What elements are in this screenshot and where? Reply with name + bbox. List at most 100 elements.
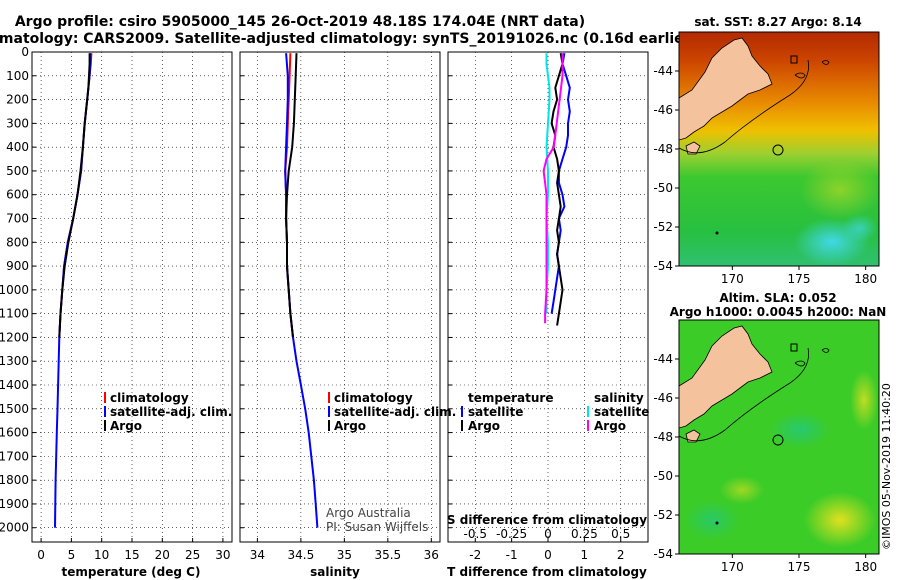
map-y-tick-label: -48	[653, 430, 673, 444]
x-tick-label: 25	[185, 548, 200, 562]
map-y-tick-label: -52	[653, 220, 673, 234]
land-new-zealand	[679, 325, 773, 429]
series-line-argo	[58, 53, 91, 338]
y-tick-label: 1200	[0, 330, 29, 344]
map-y-tick-label: -50	[653, 469, 673, 483]
y-tick-label: 1800	[0, 473, 29, 487]
x-tick-label: -2	[469, 548, 481, 562]
legend-swatch-t-argo	[461, 420, 463, 431]
legend-label-s-satellite: satellite	[594, 405, 649, 419]
sla-map-subtitle: Argo h1000: 0.0045 h2000: NaN	[670, 305, 887, 319]
x-tick-label: 30	[215, 548, 230, 562]
x-tick-label: 35	[337, 548, 352, 562]
y-tick-label: 1700	[0, 449, 29, 463]
legend-label-s-argo: Argo	[594, 419, 626, 433]
y-tick-label: 1500	[0, 402, 29, 416]
legend-swatch-climatology	[104, 392, 106, 403]
imos-timestamp: ©IMOS 05-Nov-2019 11:40:20	[880, 383, 893, 550]
x2-tick-label: 0	[544, 527, 552, 541]
argo-position-marker	[772, 434, 784, 446]
y-tick-label: 1900	[0, 497, 29, 511]
y-tick-label: 300	[6, 116, 29, 130]
sla-map	[679, 320, 879, 554]
map-x-tick-label: 170	[721, 272, 744, 286]
sla-high-patch	[804, 492, 876, 548]
credit-line2: PI: Susan Wijffels	[326, 520, 428, 534]
sst-map	[679, 32, 879, 266]
x-tick-label: 1	[581, 548, 589, 562]
legend-swatch-s-satellite	[587, 406, 589, 417]
series-line-t-argo	[550, 53, 564, 326]
legend-swatch-t-satellite	[461, 406, 463, 417]
x-tick-label: 36	[424, 548, 439, 562]
legend-label-argo: Argo	[334, 419, 366, 433]
map-y-tick-label: -44	[653, 352, 673, 366]
series-line-argo	[285, 53, 298, 338]
difference-plot: -2 -1 0 1 2 -0.5 -0.25 0 0.25 0.5	[448, 51, 648, 562]
x-tick-label: 20	[155, 548, 170, 562]
difference-legend: temperature satellite Argo salinity sate…	[461, 391, 649, 433]
y-tick-label: 0	[21, 45, 29, 59]
bathymetry-contour	[679, 59, 830, 154]
map-y-tick-label: -48	[653, 142, 673, 156]
legend-title-salinity: salinity	[594, 391, 644, 405]
map-x-tick-label: 170	[721, 560, 744, 574]
map-x-tick-label: 175	[788, 272, 811, 286]
x-tick-label: 15	[124, 548, 139, 562]
legend-swatch-argo	[328, 420, 330, 431]
x2-tick-label: 0.5	[611, 527, 630, 541]
map-y-tick-label: -46	[653, 391, 673, 405]
sst-map-title: sat. SST: 8.27 Argo: 8.14	[694, 15, 861, 29]
x-tick-label: 34	[250, 548, 265, 562]
legend-label-climatology: climatology	[110, 391, 189, 405]
x-tick-label: 0	[37, 548, 45, 562]
legend-swatch-satellite	[328, 406, 330, 417]
salinity-panel-frame	[239, 51, 441, 543]
legend-label-t-argo: Argo	[468, 419, 500, 433]
map-x-tick-label: 180	[854, 560, 877, 574]
y-tick-label: 400	[6, 140, 29, 154]
map-x-tick-label: 175	[788, 560, 811, 574]
y-tick-label: 100	[6, 69, 29, 83]
salinity-plot: 34 34.5 35 35.5 36	[240, 51, 440, 562]
y-tick-label: 1100	[0, 307, 29, 321]
legend-swatch-s-argo	[587, 420, 589, 431]
land-stewart-island	[685, 141, 701, 155]
series-line-s-argo	[542, 53, 564, 324]
map-x-tick-label: 180	[854, 272, 877, 286]
sla-low-patch	[770, 412, 830, 448]
y-tick-label: 200	[6, 93, 29, 107]
map-y-tick-label: -46	[653, 103, 673, 117]
map-y-tick-label: -54	[653, 259, 673, 273]
y-tick-label: 900	[6, 259, 29, 273]
bathymetry-contour	[679, 347, 830, 442]
legend-title-temperature: temperature	[468, 391, 553, 405]
sst-cold-patch	[842, 214, 878, 242]
x-tick-label: -1	[506, 548, 518, 562]
y-tick-label: 1400	[0, 378, 29, 392]
legend-label-t-satellite: satellite	[468, 405, 523, 419]
map-y-tick-label: -44	[653, 64, 673, 78]
x-tick-label: 34.5	[288, 548, 315, 562]
legend-swatch-argo	[104, 420, 106, 431]
sst-map-axes: 170 175 180 -44 -46 -48 -50 -52 -54	[653, 64, 877, 286]
s-difference-axis-label: S difference from climatology	[447, 513, 647, 527]
y-tick-label: 2000	[0, 521, 29, 535]
x2-tick-label: 0.25	[571, 527, 598, 541]
map-y-tick-label: -54	[653, 547, 673, 561]
sla-map-title: Altim. SLA: 0.052	[719, 291, 836, 305]
island-marker	[790, 55, 798, 64]
x-tick-label: 10	[94, 548, 109, 562]
x2-tick-label: -0.5	[464, 527, 487, 541]
temperature-plot: 0100200300400500600700800900100011001200…	[0, 45, 232, 562]
x-tick-label: 35.5	[374, 548, 401, 562]
sst-warm-patch	[800, 160, 879, 220]
x-tick-label: 2	[617, 548, 625, 562]
temperature-axis-label: temperature (deg C)	[62, 565, 201, 579]
credit-line1: Argo Australia	[326, 506, 411, 520]
series-line-t-satellite	[550, 53, 571, 314]
legend-swatch-satellite	[104, 406, 106, 417]
y-tick-label: 800	[6, 235, 29, 249]
land-stewart-island	[685, 429, 701, 443]
temperature-legend: climatology satellite-adj. clim. Argo	[104, 391, 232, 433]
